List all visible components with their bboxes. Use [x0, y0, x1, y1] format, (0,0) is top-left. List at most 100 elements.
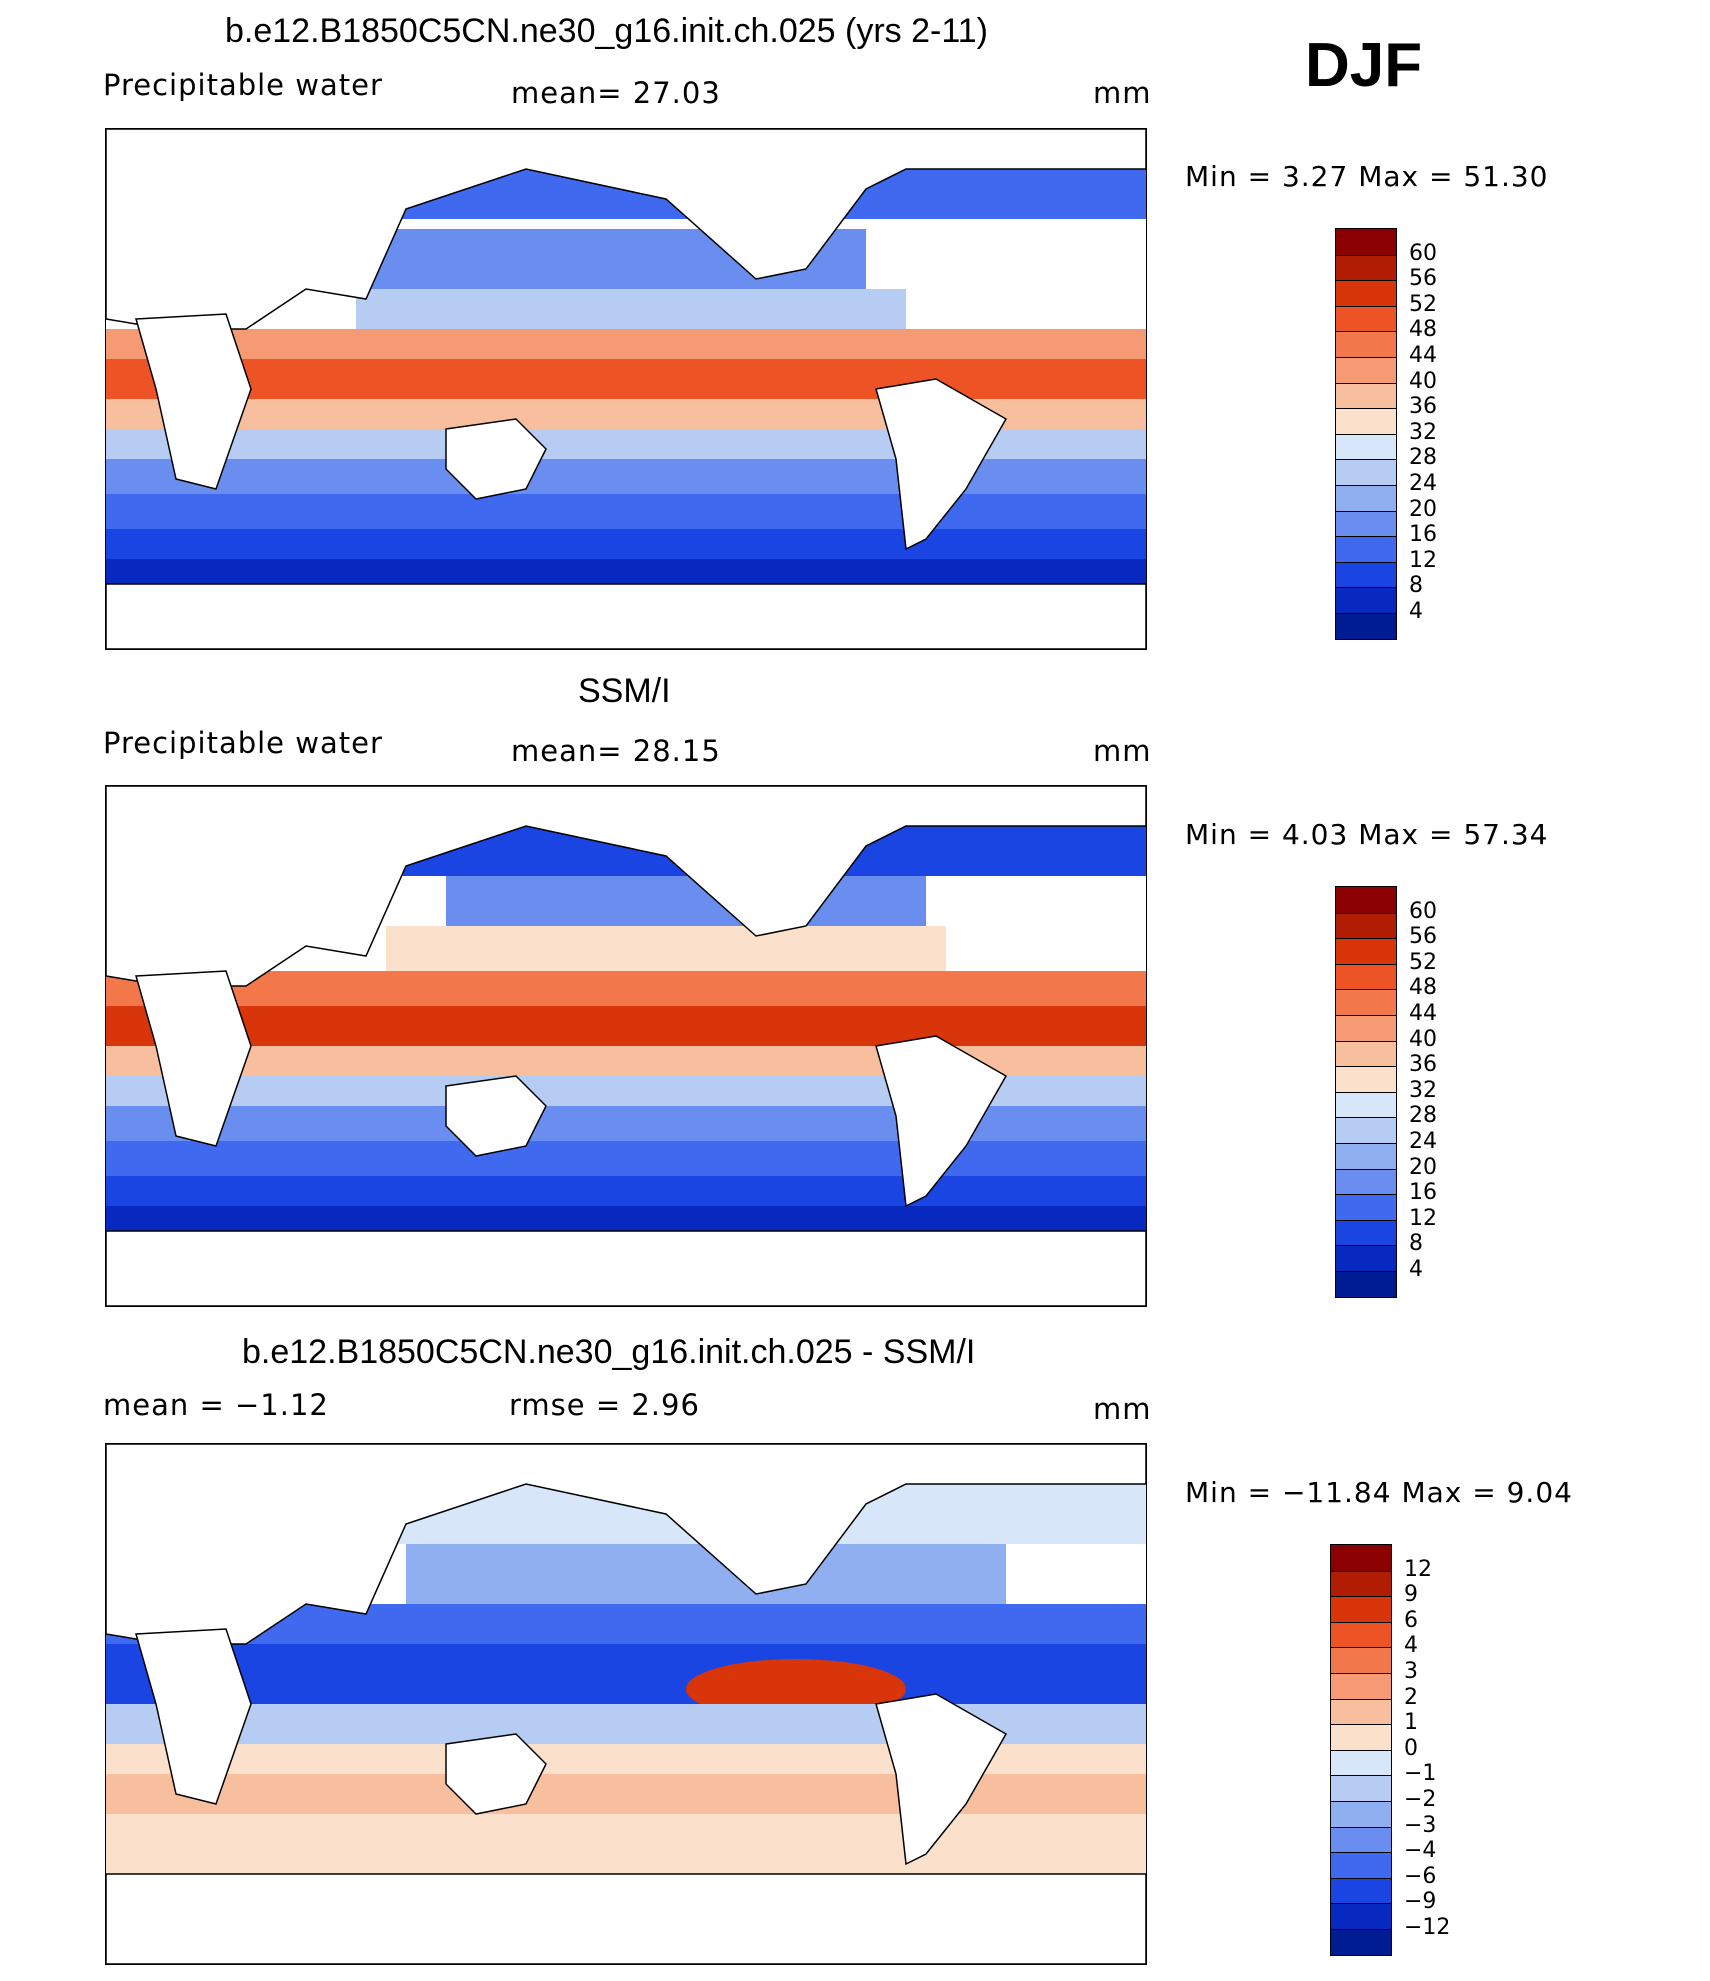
panel-2-minmax: Min = 4.03 Max = 57.34 — [1185, 818, 1549, 851]
colorbar-tick-label: 0 — [1404, 1735, 1418, 1761]
colorbar-swatch — [1331, 1621, 1391, 1648]
colorbar-tick-label: 12 — [1409, 547, 1437, 573]
panel-1-map — [105, 128, 1147, 650]
land-south-america — [875, 1693, 1008, 1866]
colorbar-tick-label: 20 — [1409, 1154, 1437, 1180]
colorbar-swatch — [1336, 1040, 1396, 1067]
colorbar-swatch — [1331, 1775, 1391, 1801]
colorbar-swatch — [1336, 433, 1396, 460]
colorbar-tick-label: 28 — [1409, 1103, 1437, 1129]
colorbar-tick-label: 8 — [1409, 573, 1423, 599]
ocean-band-s2 — [106, 459, 1146, 494]
panel-1-units: mm — [1093, 76, 1152, 110]
colorbar-tick-label: 52 — [1409, 949, 1437, 975]
colorbar-swatch — [1336, 356, 1396, 383]
colorbar-swatch — [1336, 612, 1396, 639]
colorbar-tick-label: 48 — [1409, 975, 1437, 1001]
panel-2-mean-label: mean= 28.15 — [511, 734, 721, 768]
colorbar-swatch — [1331, 1698, 1391, 1725]
panel-3-title: b.e12.B1850C5CN.ne30_g16.init.ch.025 - S… — [242, 1333, 976, 1371]
ocean-band-warm-pool — [106, 359, 1146, 399]
colorbar-swatch — [1331, 1647, 1391, 1673]
colorbar-tick-label: 24 — [1409, 471, 1437, 496]
colorbar-swatch — [1331, 1852, 1391, 1878]
colorbar-tick-label: 56 — [1409, 266, 1437, 292]
colorbar-swatch — [1331, 1928, 1391, 1955]
colorbar-swatch — [1331, 1596, 1391, 1622]
colorbar-tick-label: 1 — [1404, 1710, 1418, 1736]
colorbar-tick-label: −6 — [1404, 1863, 1437, 1889]
ocean-band-s3 — [106, 1141, 1146, 1176]
colorbar-swatch — [1336, 1117, 1396, 1143]
diff-band-warm-pool — [106, 1644, 1146, 1704]
colorbar-swatch — [1336, 280, 1396, 306]
season-label: DJF — [1305, 31, 1423, 100]
ocean-band-s2 — [106, 1106, 1146, 1141]
colorbar-swatch — [1336, 1194, 1396, 1220]
panel-3-mean-label: mean = −1.12 — [103, 1388, 329, 1422]
colorbar-tick-label: 4 — [1409, 599, 1423, 624]
colorbar-swatch — [1336, 1014, 1396, 1041]
land-south-america — [875, 378, 1008, 551]
panel-2-units: mm — [1093, 734, 1152, 768]
colorbar-tick-label: 16 — [1409, 1180, 1437, 1206]
panel-3-map-svg — [106, 1444, 1146, 1964]
colorbar-swatch — [1331, 1545, 1391, 1571]
colorbar-swatch — [1336, 1066, 1396, 1092]
colorbar-swatch — [1336, 1168, 1396, 1195]
colorbar-tick-label: −12 — [1404, 1915, 1451, 1940]
colorbar-swatch — [1336, 1270, 1396, 1297]
panel-2-colorbar — [1335, 886, 1397, 1298]
colorbar-tick-label: 32 — [1409, 1077, 1437, 1103]
colorbar-tick-label: 52 — [1409, 291, 1437, 317]
colorbar-tick-label: 28 — [1409, 445, 1437, 471]
colorbar-swatch — [1336, 305, 1396, 332]
colorbar-swatch — [1331, 1749, 1391, 1776]
ocean-band-subtrop — [386, 926, 946, 971]
colorbar-swatch — [1336, 382, 1396, 409]
panel-3-minmax: Min = −11.84 Max = 9.04 — [1185, 1476, 1573, 1509]
colorbar-tick-label: 36 — [1409, 394, 1437, 420]
ocean-band-s5 — [106, 559, 1146, 584]
colorbar-swatch — [1336, 938, 1396, 964]
colorbar-swatch — [1336, 229, 1396, 255]
colorbar-tick-label: −4 — [1404, 1838, 1437, 1864]
colorbar-tick-label: 4 — [1404, 1633, 1418, 1659]
diff-band-npac — [406, 1544, 1006, 1604]
panel-1-map-svg — [106, 129, 1146, 649]
land-antarctica — [106, 1873, 1146, 1964]
colorbar-tick-label: 4 — [1409, 1257, 1423, 1282]
colorbar-swatch — [1336, 1091, 1396, 1118]
colorbar-swatch — [1331, 1672, 1391, 1699]
colorbar-tick-label: 16 — [1409, 522, 1437, 548]
ocean-band-s4 — [106, 529, 1146, 559]
ocean-band-trop-n — [106, 329, 1146, 359]
colorbar-tick-label: 56 — [1409, 924, 1437, 950]
colorbar-tick-label: −9 — [1404, 1889, 1437, 1915]
panel-2-title: SSM/I — [578, 672, 671, 710]
panel-1-colorbar — [1335, 228, 1397, 640]
colorbar-swatch — [1331, 1570, 1391, 1597]
panel-1-variable-label: Precipitable water — [103, 68, 383, 102]
ocean-band-trop-n — [106, 971, 1146, 1006]
colorbar-tick-label: 3 — [1404, 1659, 1418, 1684]
land-australia — [445, 1075, 547, 1157]
colorbar-swatch — [1336, 561, 1396, 588]
colorbar-swatch — [1336, 536, 1396, 562]
colorbar-swatch — [1336, 1142, 1396, 1169]
colorbar-swatch — [1336, 408, 1396, 434]
diff-band-south-2 — [106, 1774, 1146, 1814]
colorbar-swatch — [1331, 1724, 1391, 1750]
colorbar-swatch — [1336, 510, 1396, 537]
ocean-band-npac — [446, 876, 926, 926]
ocean-band-warm-pool — [106, 1006, 1146, 1046]
colorbar-swatch — [1336, 331, 1396, 357]
land-antarctica — [106, 583, 1146, 649]
panel-2-variable-label: Precipitable water — [103, 726, 383, 760]
panel-2-map-svg — [106, 786, 1146, 1306]
ocean-band-s5 — [106, 1206, 1146, 1231]
colorbar-tick-label: 24 — [1409, 1129, 1437, 1154]
land-australia — [445, 1733, 547, 1815]
ocean-band-s3 — [106, 494, 1146, 529]
colorbar-tick-label: 40 — [1409, 368, 1437, 394]
